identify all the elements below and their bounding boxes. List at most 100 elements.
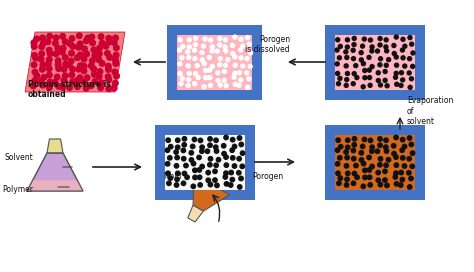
Circle shape xyxy=(168,176,173,180)
Circle shape xyxy=(208,76,212,80)
Circle shape xyxy=(61,78,67,83)
Circle shape xyxy=(200,145,204,149)
Circle shape xyxy=(34,36,39,42)
Circle shape xyxy=(383,78,387,82)
Circle shape xyxy=(201,44,205,48)
Circle shape xyxy=(99,80,104,86)
Circle shape xyxy=(247,77,251,81)
FancyBboxPatch shape xyxy=(177,35,253,89)
Circle shape xyxy=(114,73,119,79)
Circle shape xyxy=(38,78,44,84)
Circle shape xyxy=(368,83,372,87)
Circle shape xyxy=(336,171,340,175)
Circle shape xyxy=(359,158,364,162)
Circle shape xyxy=(106,67,111,72)
Circle shape xyxy=(363,168,367,172)
Circle shape xyxy=(103,43,109,49)
Circle shape xyxy=(55,45,61,51)
Circle shape xyxy=(224,84,228,88)
Circle shape xyxy=(200,51,204,55)
Circle shape xyxy=(98,34,104,39)
Circle shape xyxy=(408,85,412,89)
Circle shape xyxy=(77,52,83,58)
Circle shape xyxy=(63,55,68,60)
Circle shape xyxy=(363,175,367,180)
Circle shape xyxy=(111,40,117,45)
Circle shape xyxy=(106,39,112,45)
Circle shape xyxy=(191,184,195,188)
Circle shape xyxy=(98,85,103,91)
Circle shape xyxy=(230,138,235,142)
Circle shape xyxy=(113,57,118,63)
Circle shape xyxy=(181,76,184,81)
Circle shape xyxy=(92,79,98,84)
Circle shape xyxy=(77,41,83,47)
Circle shape xyxy=(355,175,359,180)
Polygon shape xyxy=(47,139,63,153)
Circle shape xyxy=(378,83,383,87)
Circle shape xyxy=(38,57,44,62)
Circle shape xyxy=(392,152,396,156)
Circle shape xyxy=(32,78,37,83)
Circle shape xyxy=(89,83,94,88)
Circle shape xyxy=(206,178,210,183)
Circle shape xyxy=(407,136,412,140)
Circle shape xyxy=(394,55,398,59)
Circle shape xyxy=(402,144,407,149)
Circle shape xyxy=(40,82,46,88)
Circle shape xyxy=(367,155,371,160)
Circle shape xyxy=(223,63,228,67)
Circle shape xyxy=(351,48,355,52)
Circle shape xyxy=(47,33,53,39)
Circle shape xyxy=(383,178,387,182)
Circle shape xyxy=(78,63,83,69)
Circle shape xyxy=(346,38,349,42)
Circle shape xyxy=(367,55,371,59)
Circle shape xyxy=(410,77,413,81)
Circle shape xyxy=(230,156,235,160)
Circle shape xyxy=(193,72,198,76)
Circle shape xyxy=(384,149,389,153)
Circle shape xyxy=(186,50,190,54)
Circle shape xyxy=(335,48,339,52)
Circle shape xyxy=(238,48,243,52)
Circle shape xyxy=(394,155,398,159)
FancyBboxPatch shape xyxy=(335,134,415,190)
Circle shape xyxy=(200,149,204,153)
Circle shape xyxy=(408,36,412,40)
Circle shape xyxy=(208,137,212,141)
FancyBboxPatch shape xyxy=(165,134,245,190)
Polygon shape xyxy=(27,153,83,191)
Circle shape xyxy=(214,138,218,143)
FancyBboxPatch shape xyxy=(167,24,263,100)
Circle shape xyxy=(246,85,250,89)
Circle shape xyxy=(195,64,199,68)
Circle shape xyxy=(210,45,214,49)
Circle shape xyxy=(46,66,52,72)
Circle shape xyxy=(97,45,102,51)
Circle shape xyxy=(67,41,73,47)
Circle shape xyxy=(410,164,414,169)
Circle shape xyxy=(221,144,226,148)
Circle shape xyxy=(363,69,367,73)
Circle shape xyxy=(174,164,179,168)
Circle shape xyxy=(63,39,68,45)
Circle shape xyxy=(186,84,190,87)
Circle shape xyxy=(237,84,241,88)
Circle shape xyxy=(247,42,251,46)
Text: Porogen
is dissolved: Porogen is dissolved xyxy=(246,35,290,54)
Circle shape xyxy=(215,49,219,53)
Circle shape xyxy=(182,137,187,141)
Circle shape xyxy=(218,57,222,61)
Circle shape xyxy=(222,152,226,156)
Circle shape xyxy=(237,185,242,189)
Circle shape xyxy=(410,64,415,68)
Circle shape xyxy=(394,135,398,140)
Circle shape xyxy=(53,35,59,41)
Circle shape xyxy=(31,44,37,49)
Circle shape xyxy=(239,37,243,41)
Circle shape xyxy=(346,138,350,143)
Circle shape xyxy=(55,74,60,80)
Circle shape xyxy=(370,49,374,53)
Circle shape xyxy=(392,51,396,55)
